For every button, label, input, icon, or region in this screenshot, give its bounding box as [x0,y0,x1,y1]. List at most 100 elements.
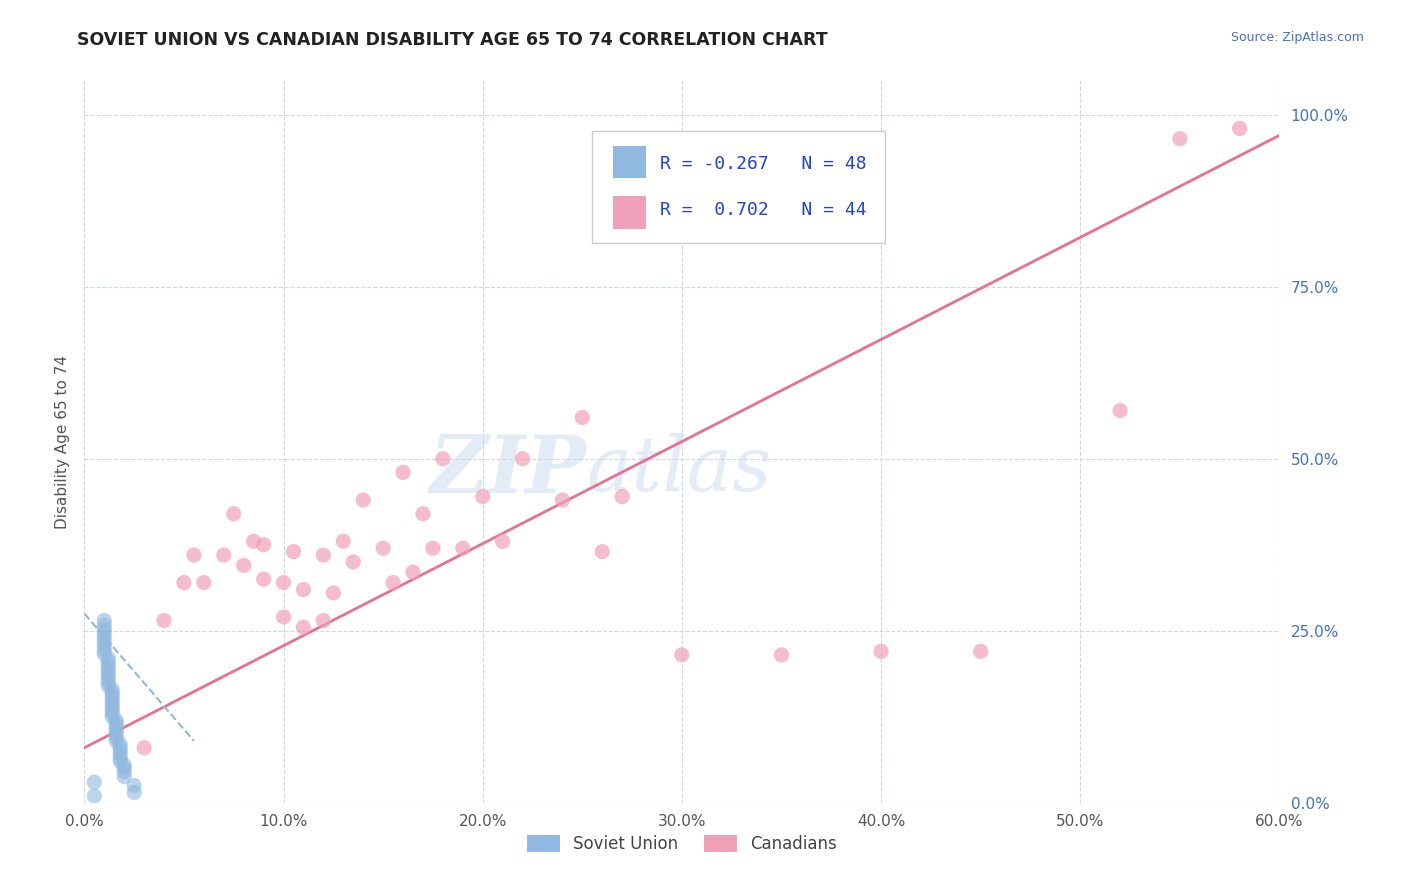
Point [183,548,205,562]
Point [173,575,195,590]
Point [105,720,128,734]
Point [112,770,135,784]
Point [101,699,124,714]
FancyBboxPatch shape [613,146,647,178]
Point [1109,403,1132,417]
Text: SOVIET UNION VS CANADIAN DISABILITY AGE 65 TO 74 CORRELATION CHART: SOVIET UNION VS CANADIAN DISABILITY AGE … [77,31,828,49]
Point [292,620,315,634]
Point [97,662,120,676]
Y-axis label: Disability Age 65 to 74: Disability Age 65 to 74 [55,354,70,529]
Point [93,631,115,645]
Point [97,675,120,690]
Point [97,665,120,679]
Point [110,755,132,769]
Point [105,716,128,731]
Point [93,614,115,628]
Point [97,651,120,665]
Point [322,586,344,600]
Point [770,648,793,662]
Point [402,566,425,580]
Point [571,410,593,425]
Point [153,614,176,628]
Point [110,747,132,762]
Point [392,466,415,480]
Point [110,751,132,765]
Point [93,634,115,648]
Point [83,775,105,789]
Point [551,493,574,508]
Point [471,490,494,504]
Point [273,610,295,624]
Point [352,493,374,508]
Text: R =  0.702   N = 44: R = 0.702 N = 44 [661,201,868,219]
Point [101,686,124,700]
Point [492,534,515,549]
Point [105,734,128,748]
Point [122,779,145,793]
Point [283,544,305,558]
Point [97,658,120,673]
Point [373,541,395,556]
Point [382,575,405,590]
Point [1229,121,1251,136]
Point [97,655,120,669]
Point [101,706,124,721]
Point [105,731,128,745]
Point [222,507,245,521]
Point [110,744,132,758]
Point [412,507,434,521]
Point [97,679,120,693]
Point [105,713,128,727]
FancyBboxPatch shape [592,131,886,243]
Point [132,740,156,755]
Point [671,648,693,662]
Point [212,548,235,562]
Point [512,451,534,466]
Point [292,582,315,597]
Text: atlas: atlas [586,434,772,508]
Point [101,682,124,697]
Point [342,555,364,569]
Point [110,737,132,751]
Text: ZIP: ZIP [429,432,586,509]
Point [253,538,276,552]
Point [1168,132,1191,146]
Point [112,758,135,772]
Point [93,643,115,657]
Point [122,785,145,799]
Text: Source: ZipAtlas.com: Source: ZipAtlas.com [1230,31,1364,45]
Point [232,558,254,573]
FancyBboxPatch shape [613,196,647,228]
Point [97,668,120,682]
Point [83,789,105,803]
Point [101,710,124,724]
Point [93,618,115,632]
Point [870,644,893,658]
Point [101,703,124,717]
Point [112,761,135,775]
Point [612,490,634,504]
Point [332,534,354,549]
Legend: Soviet Union, Canadians: Soviet Union, Canadians [520,828,844,860]
Point [193,575,215,590]
Point [312,548,335,562]
Point [312,614,335,628]
Point [110,740,132,755]
Point [105,723,128,738]
Point [432,451,454,466]
Point [97,672,120,686]
Point [105,727,128,741]
Point [101,689,124,703]
Point [970,644,993,658]
Point [273,575,295,590]
Point [93,626,115,640]
Point [112,764,135,779]
Point [93,647,115,661]
Point [253,572,276,586]
Text: R = -0.267   N = 48: R = -0.267 N = 48 [661,155,868,173]
Point [93,623,115,637]
Point [591,544,613,558]
Point [101,692,124,706]
Point [242,534,264,549]
Point [422,541,444,556]
